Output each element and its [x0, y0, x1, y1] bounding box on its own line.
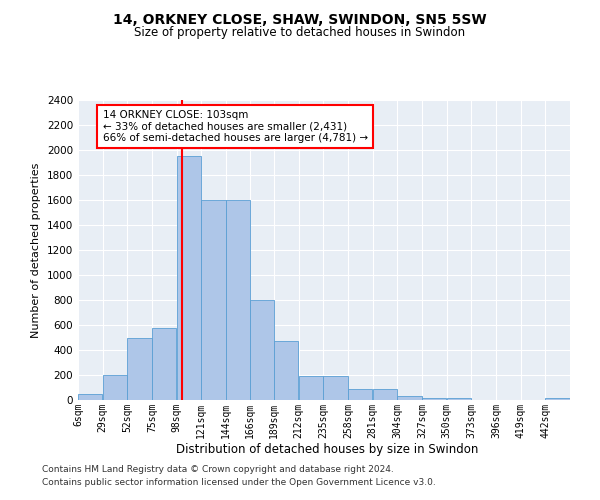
- Bar: [152, 328, 176, 400]
- Bar: [422, 398, 446, 400]
- Bar: [397, 396, 422, 400]
- Bar: [127, 338, 152, 400]
- Text: Size of property relative to detached houses in Swindon: Size of property relative to detached ho…: [134, 26, 466, 39]
- Bar: [176, 156, 201, 400]
- Bar: [250, 300, 274, 400]
- Bar: [348, 389, 373, 400]
- Bar: [226, 200, 250, 400]
- Bar: [299, 376, 323, 400]
- Bar: [373, 389, 397, 400]
- Bar: [103, 375, 127, 400]
- Text: Contains public sector information licensed under the Open Government Licence v3: Contains public sector information licen…: [42, 478, 436, 487]
- Bar: [274, 341, 298, 400]
- Bar: [201, 200, 226, 400]
- Bar: [323, 376, 348, 400]
- Text: Distribution of detached houses by size in Swindon: Distribution of detached houses by size …: [176, 442, 478, 456]
- Y-axis label: Number of detached properties: Number of detached properties: [31, 162, 41, 338]
- Text: 14, ORKNEY CLOSE, SHAW, SWINDON, SN5 5SW: 14, ORKNEY CLOSE, SHAW, SWINDON, SN5 5SW: [113, 12, 487, 26]
- Text: Contains HM Land Registry data © Crown copyright and database right 2024.: Contains HM Land Registry data © Crown c…: [42, 466, 394, 474]
- Bar: [78, 394, 103, 400]
- Text: 14 ORKNEY CLOSE: 103sqm
← 33% of detached houses are smaller (2,431)
66% of semi: 14 ORKNEY CLOSE: 103sqm ← 33% of detache…: [103, 110, 368, 143]
- Bar: [545, 398, 569, 400]
- Bar: [447, 398, 471, 400]
